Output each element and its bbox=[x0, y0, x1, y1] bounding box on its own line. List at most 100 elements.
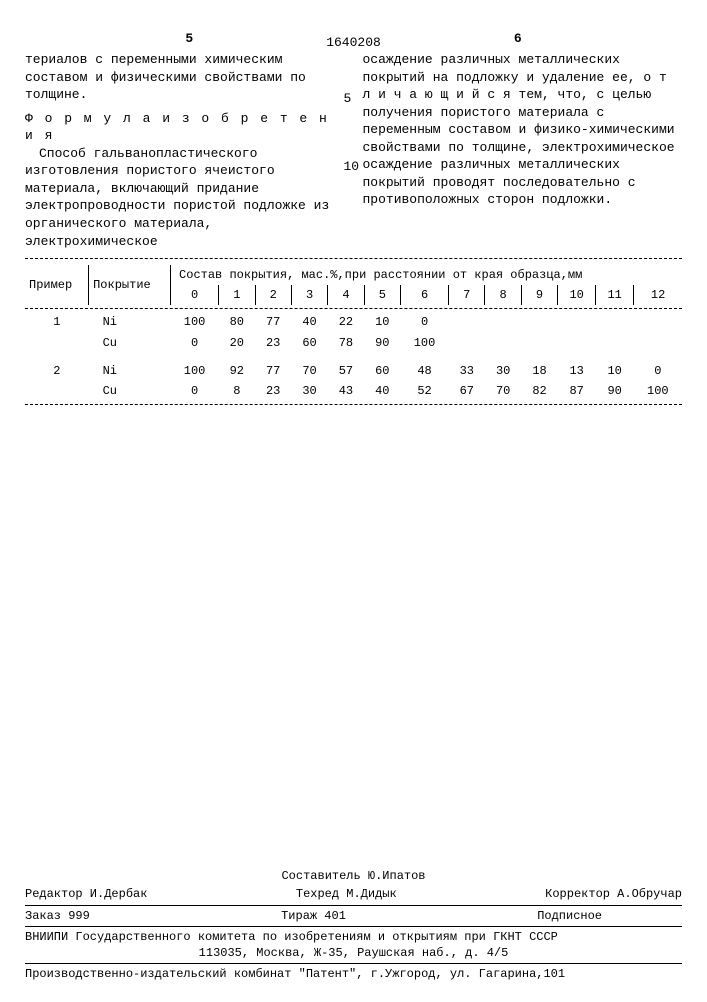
cell-val: 43 bbox=[328, 381, 364, 401]
formula-title: Ф о р м у л а и з о б р е т е н и я bbox=[25, 110, 345, 145]
cell-val bbox=[558, 333, 596, 353]
dist-col: 8 bbox=[485, 285, 521, 305]
cell-val: 30 bbox=[291, 381, 327, 401]
table-row: Cu 0 20 23 60 78 90 100 bbox=[25, 333, 682, 353]
page-number-right: 6 bbox=[354, 30, 683, 48]
cell-example bbox=[25, 381, 89, 401]
cell-coating: Cu bbox=[89, 381, 171, 401]
two-column-text: териалов с переменными химическим состав… bbox=[25, 51, 682, 250]
cell-val: 40 bbox=[291, 312, 327, 332]
cell-val: 48 bbox=[401, 361, 449, 381]
footer-corrector: Корректор А.Обручар bbox=[545, 886, 682, 902]
footer-order-row: Заказ 999 Тираж 401 Подписное bbox=[25, 908, 682, 924]
footer-compiler: Составитель Ю.Ипатов bbox=[25, 868, 682, 884]
footer-org2: Производственно-издательский комбинат "П… bbox=[25, 966, 682, 982]
footer-podpis: Подписное bbox=[537, 908, 602, 924]
cell-example bbox=[25, 333, 89, 353]
dist-col: 6 bbox=[401, 285, 449, 305]
cell-val: 10 bbox=[364, 312, 400, 332]
footer-editor: Редактор И.Дербак bbox=[25, 886, 147, 902]
cell-val: 30 bbox=[485, 361, 521, 381]
cell-val: 0 bbox=[634, 361, 682, 381]
cell-val: 100 bbox=[401, 333, 449, 353]
left-paragraph-2: Способ гальванопластического изготовлени… bbox=[25, 145, 345, 250]
dist-col: 12 bbox=[634, 285, 682, 305]
cell-example: 1 bbox=[25, 312, 89, 332]
cell-val: 77 bbox=[255, 361, 291, 381]
cell-val bbox=[634, 333, 682, 353]
cell-val: 18 bbox=[521, 361, 557, 381]
line-marker-5: 5 bbox=[344, 90, 352, 108]
table-bottom-rule bbox=[25, 404, 682, 405]
cell-example: 2 bbox=[25, 361, 89, 381]
page-number-left: 5 bbox=[25, 30, 354, 48]
cell-val: 57 bbox=[328, 361, 364, 381]
cell-val bbox=[558, 312, 596, 332]
cell-val bbox=[521, 312, 557, 332]
cell-val: 70 bbox=[291, 361, 327, 381]
dist-col: 5 bbox=[364, 285, 400, 305]
cell-val: 40 bbox=[364, 381, 400, 401]
cell-val: 67 bbox=[449, 381, 485, 401]
cell-val: 22 bbox=[328, 312, 364, 332]
dist-col: 7 bbox=[449, 285, 485, 305]
cell-val bbox=[521, 333, 557, 353]
footer-org1-addr: 113035, Москва, Ж-35, Раушская наб., д. … bbox=[25, 945, 682, 961]
footer-org1: ВНИИПИ Государственного комитета по изоб… bbox=[25, 929, 682, 945]
footer-rule-1 bbox=[25, 905, 682, 906]
cell-val: 0 bbox=[401, 312, 449, 332]
cell-val: 52 bbox=[401, 381, 449, 401]
cell-val: 0 bbox=[171, 333, 219, 353]
cell-val bbox=[634, 312, 682, 332]
cell-val: 13 bbox=[558, 361, 596, 381]
table-row: 1 Ni 100 80 77 40 22 10 0 bbox=[25, 312, 682, 332]
left-paragraph-1: териалов с переменными химическим состав… bbox=[25, 51, 345, 104]
col-example: Пример bbox=[25, 265, 89, 305]
footer-order: Заказ 999 bbox=[25, 908, 90, 924]
cell-val: 60 bbox=[364, 361, 400, 381]
right-column: осаждение различных металлических покрыт… bbox=[363, 51, 683, 250]
cell-val: 20 bbox=[219, 333, 255, 353]
cell-val: 82 bbox=[521, 381, 557, 401]
cell-val: 90 bbox=[364, 333, 400, 353]
cell-val bbox=[449, 312, 485, 332]
footer-tech: Техред М.Дидык bbox=[296, 886, 397, 902]
cell-val: 78 bbox=[328, 333, 364, 353]
cell-val: 0 bbox=[171, 381, 219, 401]
dist-col: 3 bbox=[291, 285, 327, 305]
dist-col: 1 bbox=[219, 285, 255, 305]
col-span-label: Состав покрытия, мас.%,при расстоянии от… bbox=[171, 265, 682, 285]
cell-val: 23 bbox=[255, 333, 291, 353]
cell-val: 70 bbox=[485, 381, 521, 401]
table-mid-rule bbox=[25, 308, 682, 309]
cell-val bbox=[485, 312, 521, 332]
dist-col: 10 bbox=[558, 285, 596, 305]
cell-coating: Ni bbox=[89, 361, 171, 381]
col-coating: Покрытие bbox=[89, 265, 171, 305]
cell-coating: Ni bbox=[89, 312, 171, 332]
cell-val: 100 bbox=[634, 381, 682, 401]
cell-val: 92 bbox=[219, 361, 255, 381]
table-row: 2 Ni 100 92 77 70 57 60 48 33 30 18 13 1… bbox=[25, 361, 682, 381]
cell-val: 60 bbox=[291, 333, 327, 353]
cell-val bbox=[596, 312, 634, 332]
footer-tirazh: Тираж 401 bbox=[281, 908, 346, 924]
cell-val: 77 bbox=[255, 312, 291, 332]
page-body: 5 6 1640208 териалов с переменными химич… bbox=[25, 30, 682, 982]
cell-val: 100 bbox=[171, 361, 219, 381]
table-row: Cu 0 8 23 30 43 40 52 67 70 82 87 90 100 bbox=[25, 381, 682, 401]
right-paragraph-1: осаждение различных металлических покрыт… bbox=[363, 51, 683, 209]
composition-table: Пример Покрытие Состав покрытия, мас.%,п… bbox=[25, 265, 682, 408]
left-column: териалов с переменными химическим состав… bbox=[25, 51, 345, 250]
cell-val: 80 bbox=[219, 312, 255, 332]
dist-col: 4 bbox=[328, 285, 364, 305]
cell-val: 23 bbox=[255, 381, 291, 401]
table-header-row-1: Пример Покрытие Состав покрытия, мас.%,п… bbox=[25, 265, 682, 285]
footer-credits-row: Редактор И.Дербак Техред М.Дидык Коррект… bbox=[25, 886, 682, 902]
line-marker-10: 10 bbox=[344, 158, 360, 176]
dist-col: 11 bbox=[596, 285, 634, 305]
table-top-rule bbox=[25, 258, 682, 259]
dist-col: 9 bbox=[521, 285, 557, 305]
cell-coating: Cu bbox=[89, 333, 171, 353]
cell-val: 10 bbox=[596, 361, 634, 381]
